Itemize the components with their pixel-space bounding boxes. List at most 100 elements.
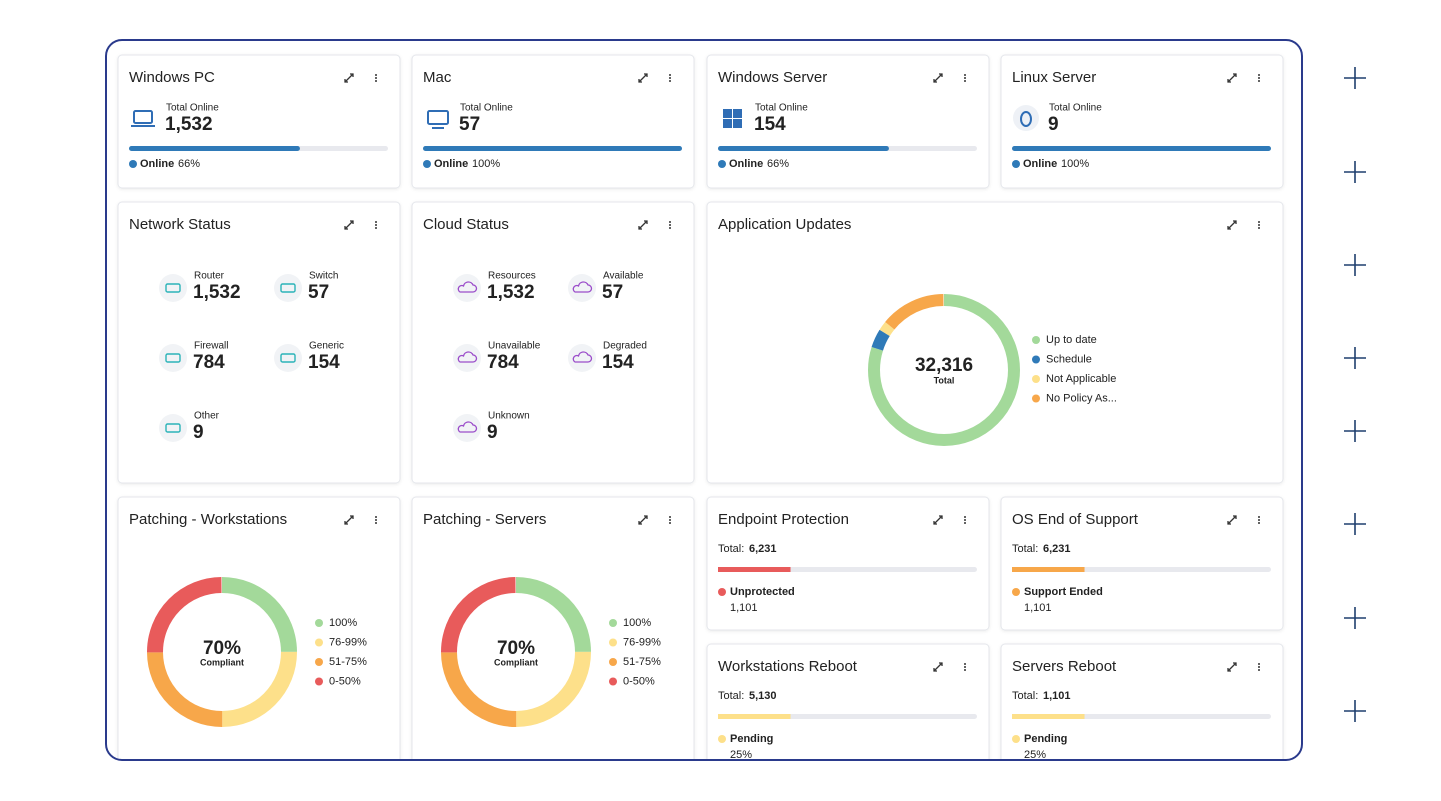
status-dot xyxy=(718,588,726,596)
menu-icon[interactable] xyxy=(375,74,377,82)
menu-icon[interactable] xyxy=(1258,663,1260,671)
menu-dot xyxy=(375,522,377,524)
item-icon-bg xyxy=(453,344,481,372)
item-value: 57 xyxy=(308,282,329,303)
menu-dot xyxy=(964,77,966,79)
expand-icon[interactable] xyxy=(344,515,354,525)
legend-label: No Policy As... xyxy=(1046,392,1117,404)
menu-dot xyxy=(669,227,671,229)
expand-icon[interactable] xyxy=(344,73,354,83)
menu-icon[interactable] xyxy=(964,74,966,82)
menu-dot xyxy=(669,516,671,518)
legend-label: 100% xyxy=(329,617,357,629)
online-value: 154 xyxy=(754,114,786,135)
total-label: Total: xyxy=(718,543,744,555)
menu-icon[interactable] xyxy=(375,516,377,524)
item-icon xyxy=(457,421,478,433)
status-dot xyxy=(129,160,137,168)
total-value: 6,231 xyxy=(1043,543,1071,555)
expand-icon[interactable] xyxy=(638,73,648,83)
status-label: Unprotected xyxy=(730,586,795,598)
status-label: Pending xyxy=(730,733,773,745)
menu-icon[interactable] xyxy=(964,663,966,671)
status-percent: 100% xyxy=(472,158,500,170)
online-label: Total Online xyxy=(1049,103,1102,114)
expand-icon[interactable] xyxy=(1227,220,1237,230)
card-title: Servers Reboot xyxy=(1012,658,1117,675)
card xyxy=(1000,54,1284,189)
menu-dot xyxy=(669,80,671,82)
donut-total-label: Total xyxy=(934,375,955,385)
item-icon xyxy=(572,281,593,293)
expand-icon[interactable] xyxy=(638,515,648,525)
card xyxy=(117,54,401,189)
menu-dot xyxy=(669,221,671,223)
item-icon-bg xyxy=(274,344,302,372)
progress-bar xyxy=(129,146,300,151)
card xyxy=(706,201,1284,484)
status-dot xyxy=(1012,735,1020,743)
card xyxy=(1000,496,1284,631)
card-title: Application Updates xyxy=(718,216,851,233)
menu-dot xyxy=(964,74,966,76)
expand-icon[interactable] xyxy=(1227,73,1237,83)
menu-dot xyxy=(669,519,671,521)
menu-dot xyxy=(375,519,377,521)
item-value: 1,532 xyxy=(487,282,535,303)
total-label: Total: xyxy=(718,690,744,702)
item-icon xyxy=(165,423,181,433)
donut-segment xyxy=(147,577,297,727)
donut-center: 70% xyxy=(203,638,241,659)
expand-icon[interactable] xyxy=(344,220,354,230)
card-title: OS End of Support xyxy=(1012,511,1139,528)
menu-dot xyxy=(964,522,966,524)
card-title: Workstations Reboot xyxy=(718,658,858,675)
item-label: Unknown xyxy=(488,411,530,422)
device-icon xyxy=(1020,111,1032,127)
status-dot xyxy=(1012,160,1020,168)
donut-total: 32,316 xyxy=(915,355,973,376)
legend-dot xyxy=(609,677,617,686)
progress-bar xyxy=(718,567,791,572)
item-label: Degraded xyxy=(603,341,647,352)
card-title: Mac xyxy=(423,69,452,86)
legend-dot xyxy=(1032,375,1040,383)
legend-label: Schedule xyxy=(1046,353,1092,365)
device-icon xyxy=(733,109,742,118)
total-value: 5,130 xyxy=(749,690,777,702)
item-icon-bg xyxy=(159,414,187,442)
status-dot xyxy=(1012,588,1020,596)
card xyxy=(706,496,990,631)
menu-icon[interactable] xyxy=(1258,221,1260,229)
expand-icon[interactable] xyxy=(1227,662,1237,672)
item-icon-bg xyxy=(159,274,187,302)
expand-icon[interactable] xyxy=(933,515,943,525)
status-label: Online xyxy=(1023,158,1057,170)
expand-icon[interactable] xyxy=(933,73,943,83)
legend-dot xyxy=(315,638,323,647)
menu-icon[interactable] xyxy=(375,221,377,229)
menu-icon[interactable] xyxy=(964,516,966,524)
card-title: Patching - Workstations xyxy=(129,511,287,528)
menu-dot xyxy=(669,522,671,524)
expand-icon[interactable] xyxy=(1227,515,1237,525)
menu-icon[interactable] xyxy=(669,74,671,82)
item-value: 154 xyxy=(602,352,634,373)
item-value: 784 xyxy=(193,352,225,373)
card xyxy=(411,201,695,484)
menu-dot xyxy=(1258,519,1260,521)
expand-icon[interactable] xyxy=(933,662,943,672)
device-icon xyxy=(733,119,742,128)
card-title: Patching - Servers xyxy=(423,511,546,528)
menu-icon[interactable] xyxy=(1258,516,1260,524)
item-value: 9 xyxy=(193,422,204,443)
status-detail: 1,101 xyxy=(730,602,758,614)
menu-icon[interactable] xyxy=(1258,74,1260,82)
expand-icon[interactable] xyxy=(638,220,648,230)
menu-icon[interactable] xyxy=(669,221,671,229)
status-label: Pending xyxy=(1024,733,1067,745)
status-dot xyxy=(718,160,726,168)
total-value: 1,101 xyxy=(1043,690,1071,702)
menu-icon[interactable] xyxy=(669,516,671,524)
item-value: 784 xyxy=(487,352,519,373)
